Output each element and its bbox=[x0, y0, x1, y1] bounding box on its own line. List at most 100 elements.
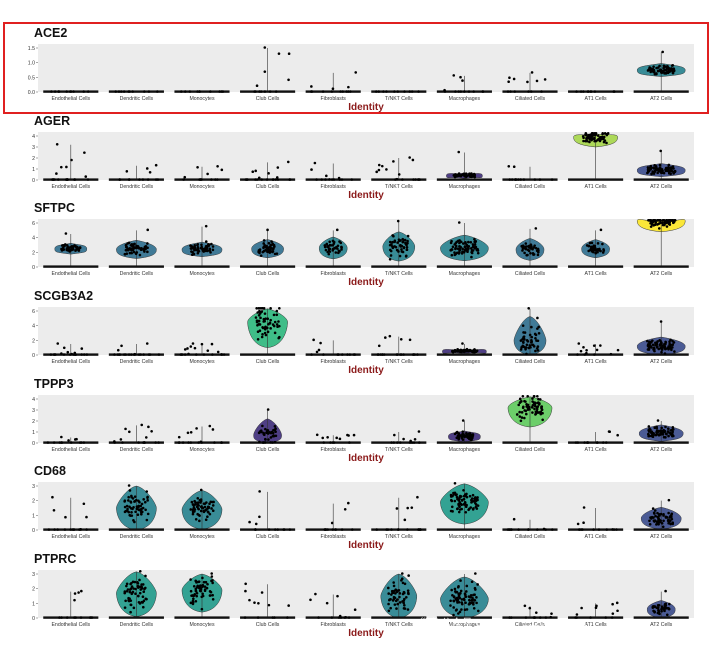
data-point bbox=[265, 326, 269, 330]
data-point bbox=[210, 572, 213, 575]
data-point bbox=[257, 176, 261, 180]
plot-background bbox=[38, 395, 694, 443]
data-point bbox=[464, 601, 467, 604]
data-point bbox=[260, 335, 264, 339]
data-point bbox=[206, 582, 209, 586]
zero-expression-band bbox=[436, 265, 492, 268]
data-point bbox=[203, 585, 207, 588]
data-point bbox=[343, 616, 347, 619]
data-point bbox=[206, 172, 209, 176]
data-point bbox=[143, 441, 146, 444]
data-point bbox=[664, 169, 668, 173]
data-point bbox=[582, 506, 586, 509]
data-point bbox=[127, 178, 131, 181]
data-point bbox=[208, 249, 211, 252]
data-point bbox=[206, 515, 209, 518]
data-point bbox=[649, 70, 652, 74]
data-point bbox=[533, 404, 537, 408]
data-point bbox=[206, 249, 209, 252]
data-point bbox=[402, 353, 405, 356]
data-point bbox=[286, 616, 289, 619]
data-point bbox=[132, 587, 135, 590]
data-point bbox=[310, 85, 313, 88]
data-point bbox=[287, 52, 291, 56]
category-label: AT1 Cells bbox=[585, 534, 608, 540]
data-point bbox=[332, 240, 336, 244]
data-point bbox=[213, 441, 216, 444]
data-point bbox=[122, 90, 126, 93]
category-label: Dendritic Cells bbox=[120, 359, 154, 365]
data-point bbox=[475, 601, 478, 605]
data-point bbox=[537, 331, 541, 335]
data-point bbox=[465, 608, 469, 611]
data-point bbox=[141, 178, 145, 181]
data-point bbox=[330, 616, 334, 619]
data-point bbox=[132, 353, 136, 356]
zero-expression-band bbox=[436, 441, 492, 444]
data-point bbox=[398, 601, 402, 604]
data-point bbox=[137, 504, 140, 508]
data-point bbox=[520, 400, 523, 403]
zero-expression-band bbox=[108, 353, 164, 356]
data-point bbox=[608, 430, 611, 434]
data-point bbox=[375, 170, 378, 174]
data-point bbox=[331, 87, 335, 91]
zero-expression-band bbox=[568, 441, 624, 444]
data-point bbox=[309, 90, 313, 93]
data-point bbox=[657, 603, 661, 607]
data-point bbox=[664, 341, 668, 344]
data-point bbox=[262, 249, 266, 253]
data-point bbox=[658, 338, 661, 342]
data-point bbox=[392, 581, 395, 584]
data-point bbox=[266, 317, 270, 321]
data-point bbox=[195, 594, 199, 598]
data-point bbox=[659, 320, 663, 323]
data-point bbox=[263, 331, 267, 335]
data-point bbox=[576, 353, 579, 356]
data-point bbox=[251, 170, 255, 174]
data-point bbox=[463, 90, 466, 93]
data-point bbox=[258, 329, 262, 333]
data-point bbox=[538, 178, 542, 181]
data-point bbox=[200, 245, 204, 249]
data-point bbox=[647, 425, 651, 428]
data-point bbox=[272, 244, 276, 247]
data-point bbox=[396, 441, 399, 444]
data-point bbox=[82, 353, 86, 356]
data-point bbox=[144, 508, 147, 512]
data-point bbox=[458, 247, 462, 251]
data-point bbox=[647, 167, 650, 171]
data-point bbox=[455, 251, 459, 255]
data-point bbox=[309, 598, 312, 602]
data-point bbox=[75, 437, 78, 441]
data-point bbox=[457, 239, 460, 243]
data-point bbox=[523, 416, 526, 420]
data-point bbox=[134, 587, 137, 591]
data-point bbox=[653, 164, 656, 167]
data-point bbox=[465, 247, 469, 251]
data-point bbox=[260, 430, 263, 434]
data-point bbox=[574, 441, 578, 444]
data-point bbox=[194, 589, 198, 593]
data-point bbox=[63, 528, 67, 531]
data-point bbox=[473, 243, 477, 246]
data-point bbox=[669, 433, 673, 436]
data-point bbox=[596, 242, 600, 245]
data-point bbox=[524, 616, 528, 619]
data-point bbox=[53, 178, 56, 181]
data-point bbox=[585, 441, 589, 444]
data-point bbox=[395, 607, 398, 610]
category-label: Fibroblasts bbox=[321, 622, 347, 628]
data-point bbox=[339, 616, 343, 619]
data-point bbox=[204, 224, 208, 228]
data-point bbox=[194, 517, 198, 521]
data-point bbox=[243, 616, 247, 619]
data-point bbox=[324, 528, 327, 531]
data-point bbox=[651, 507, 655, 510]
data-point bbox=[656, 171, 659, 175]
x-axis-title: Identity bbox=[348, 277, 384, 288]
data-point bbox=[64, 515, 67, 519]
data-point bbox=[529, 251, 532, 255]
data-point bbox=[177, 435, 181, 439]
data-point bbox=[583, 353, 587, 356]
